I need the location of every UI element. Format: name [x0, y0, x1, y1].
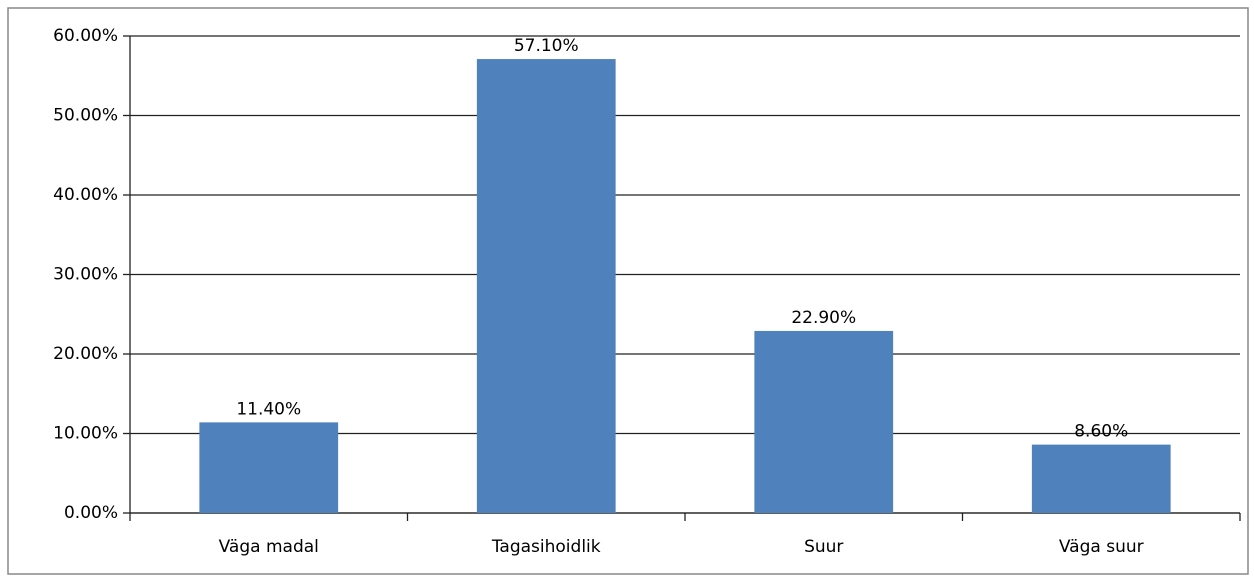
- data-label: 57.10%: [514, 36, 579, 56]
- bar: [199, 422, 339, 513]
- y-tick-label: 0.00%: [64, 503, 118, 523]
- data-label: 11.40%: [236, 399, 301, 419]
- y-tick-label: 30.00%: [53, 265, 118, 285]
- y-tick-label: 40.00%: [53, 185, 118, 205]
- data-label: 22.90%: [791, 308, 856, 328]
- data-label: 8.60%: [1074, 422, 1128, 442]
- bar: [1031, 444, 1171, 513]
- bar: [754, 330, 894, 513]
- x-tick-label: Väga suur: [1059, 537, 1144, 557]
- y-tick-label: 10.00%: [53, 424, 118, 444]
- y-tick-label: 60.00%: [53, 26, 118, 46]
- y-tick-label: 50.00%: [53, 106, 118, 126]
- chart-border: [7, 7, 1249, 575]
- x-tick-label: Suur: [804, 537, 843, 557]
- x-tick-label: Tagasihoidlik: [491, 537, 601, 557]
- bar: [476, 59, 616, 514]
- x-tick-label: Väga madal: [219, 537, 319, 557]
- y-tick-label: 20.00%: [53, 344, 118, 364]
